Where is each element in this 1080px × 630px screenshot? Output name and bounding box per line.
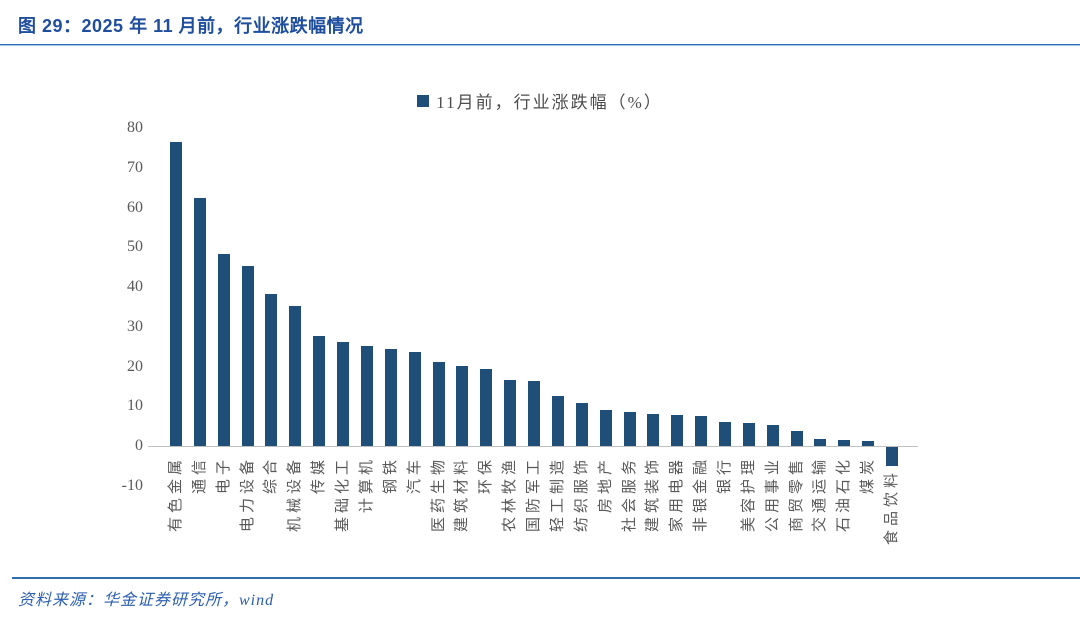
x-axis-label: 电力设备 <box>239 456 256 533</box>
bar <box>265 294 278 446</box>
bar <box>217 254 230 446</box>
bar <box>599 409 612 446</box>
bar <box>337 341 350 446</box>
x-axis-label: 钢铁 <box>382 456 399 495</box>
bar <box>551 395 564 446</box>
chart-legend: 11月前，行业涨跌幅（%） <box>0 88 1080 113</box>
title-divider <box>0 44 1080 46</box>
y-axis-tick-label: 50 <box>127 238 143 256</box>
bar <box>504 380 517 446</box>
x-axis-label: 房地产 <box>597 456 614 514</box>
bar <box>742 422 755 446</box>
x-axis-label: 有色金属 <box>168 456 184 533</box>
bar <box>790 430 803 446</box>
bar <box>170 142 182 446</box>
bar <box>719 422 731 446</box>
x-axis-label: 社会服务 <box>621 456 638 533</box>
x-axis-label: 计算机 <box>358 456 375 514</box>
x-axis-label: 机械设备 <box>287 456 304 533</box>
x-axis-label: 医药生物 <box>430 456 447 533</box>
bar <box>838 440 851 446</box>
y-axis-tick-label: 30 <box>127 317 143 335</box>
y-axis-tick-label: 80 <box>127 119 143 136</box>
bar <box>814 439 827 446</box>
x-axis-label: 通信 <box>191 456 208 495</box>
x-axis-label: 银行 <box>717 456 734 495</box>
bar <box>432 362 445 446</box>
y-axis-tick-label: 70 <box>127 158 143 176</box>
bar <box>671 414 684 446</box>
x-axis-label: 交通运输 <box>812 456 829 533</box>
bar <box>480 369 493 446</box>
x-axis-label: 商贸零售 <box>788 456 805 533</box>
bar <box>289 306 302 446</box>
x-axis-label: 食品饮料 <box>884 468 901 545</box>
bar <box>193 197 206 446</box>
x-axis-label: 汽车 <box>406 456 423 495</box>
bar <box>623 411 636 446</box>
bar <box>408 351 421 446</box>
x-axis-label: 传媒 <box>311 456 328 495</box>
bar <box>647 414 660 446</box>
y-axis-tick-label: 0 <box>135 437 143 454</box>
y-axis-tick-label: -10 <box>121 476 143 494</box>
x-axis-line <box>148 446 918 447</box>
x-axis-label: 煤炭 <box>860 456 877 495</box>
bar <box>456 366 469 446</box>
x-axis-label: 公用事业 <box>764 456 781 533</box>
x-axis-label: 基础化工 <box>335 456 352 533</box>
x-axis-label: 家用电器 <box>669 456 686 533</box>
bar <box>313 335 326 446</box>
y-axis-tick-label: 40 <box>127 278 143 295</box>
bar <box>575 403 588 446</box>
x-axis-label: 综合 <box>263 456 280 495</box>
x-axis-label: 石油石化 <box>836 456 853 533</box>
bar <box>528 380 541 446</box>
figure-title: 图 29：2025 年 11 月前，行业涨跌幅情况 <box>18 16 364 36</box>
x-axis-label: 国防军工 <box>526 456 543 533</box>
bar <box>241 265 254 446</box>
legend-label: 11月前，行业涨跌幅（%） <box>436 93 663 112</box>
legend-square-icon <box>417 94 430 107</box>
bar <box>360 345 373 446</box>
bar <box>695 416 708 446</box>
y-axis-tick-label: 20 <box>127 357 143 375</box>
x-axis-label: 环保 <box>478 456 495 495</box>
bar <box>766 425 779 446</box>
bar <box>862 440 875 446</box>
y-axis-tick-label: 10 <box>127 397 143 415</box>
x-axis-label: 美容护理 <box>740 456 757 533</box>
x-axis-label: 建筑装饰 <box>645 456 662 533</box>
source-text: 资料来源：华金证券研究所，wind <box>18 592 275 609</box>
bar <box>384 348 397 446</box>
x-axis-label: 轻工制造 <box>549 456 566 533</box>
x-axis-label: 非银金融 <box>693 456 710 533</box>
y-axis-tick-label: 60 <box>127 198 143 216</box>
x-axis-label: 电子 <box>215 456 232 495</box>
bar <box>886 447 899 466</box>
x-axis-label: 纺织服饰 <box>573 456 590 533</box>
x-axis-label: 建筑材料 <box>454 456 471 533</box>
x-axis-label: 农林牧渔 <box>502 456 519 533</box>
source-divider <box>12 577 1080 579</box>
